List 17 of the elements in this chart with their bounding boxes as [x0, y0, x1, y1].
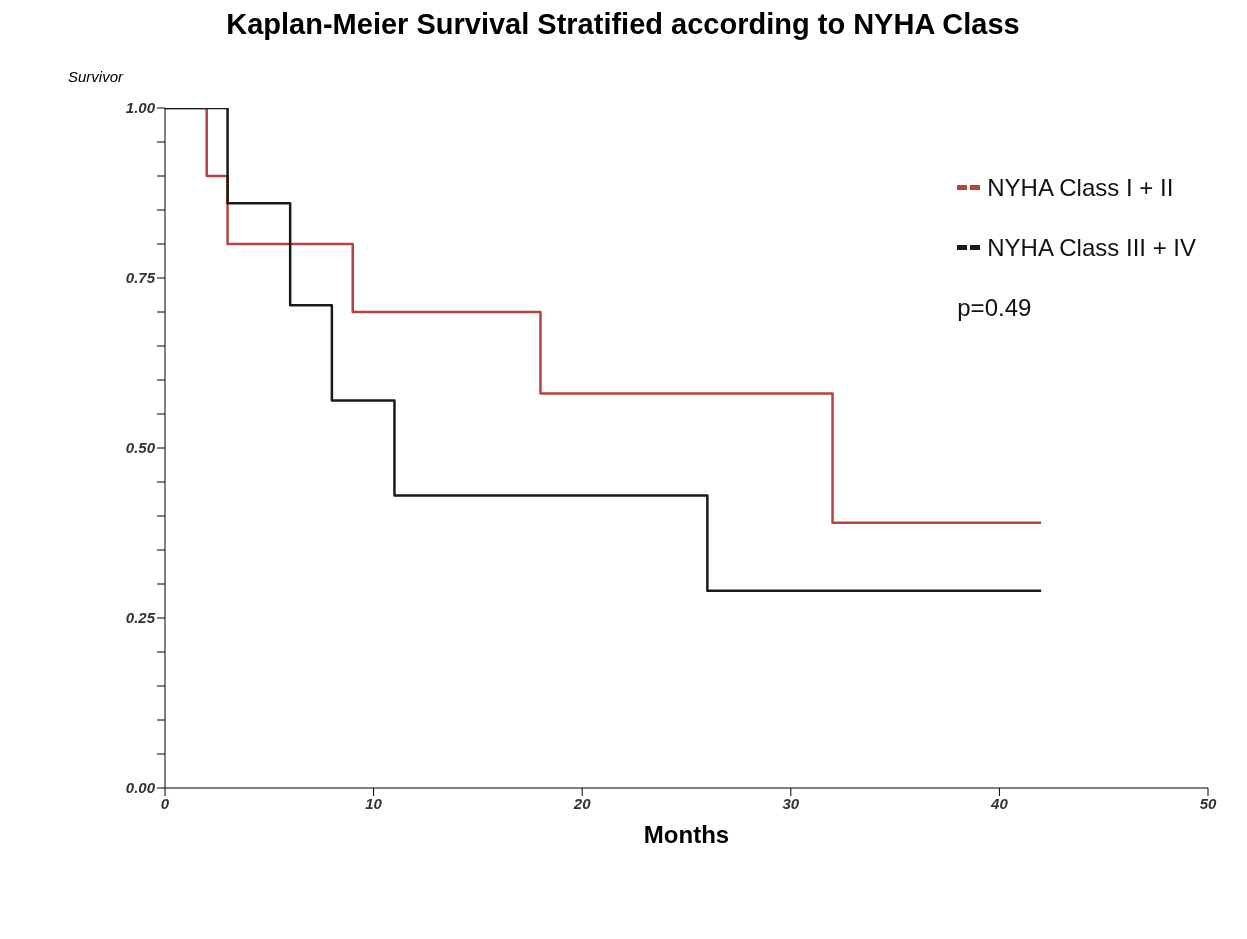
annotation: p=0.49 — [957, 293, 1033, 323]
y-tick-label: 1.00 — [125, 99, 156, 117]
x-tick-label: 50 — [1199, 794, 1217, 812]
y-tick-label: 0.25 — [125, 609, 156, 627]
chart-title: Kaplan-Meier Survival Stratified according to NYHA Class — [225, 8, 1021, 42]
x-tick-label: 30 — [782, 794, 800, 812]
x-tick-label: 0 — [160, 794, 170, 812]
x-tick-label: 10 — [365, 794, 383, 812]
y-tick-label: 0.00 — [125, 779, 156, 797]
y-axis-title: Survivor — [68, 68, 124, 85]
x-tick-label: 20 — [572, 794, 592, 812]
x-axis-title: Months — [643, 821, 730, 848]
x-tick-label: 40 — [990, 794, 1009, 812]
legend-label: NYHA Class I + II — [987, 173, 1174, 203]
legend-label: NYHA Class III + IV — [987, 233, 1196, 263]
y-tick-label: 0.75 — [125, 269, 156, 287]
y-tick-label: 0.50 — [125, 439, 156, 457]
